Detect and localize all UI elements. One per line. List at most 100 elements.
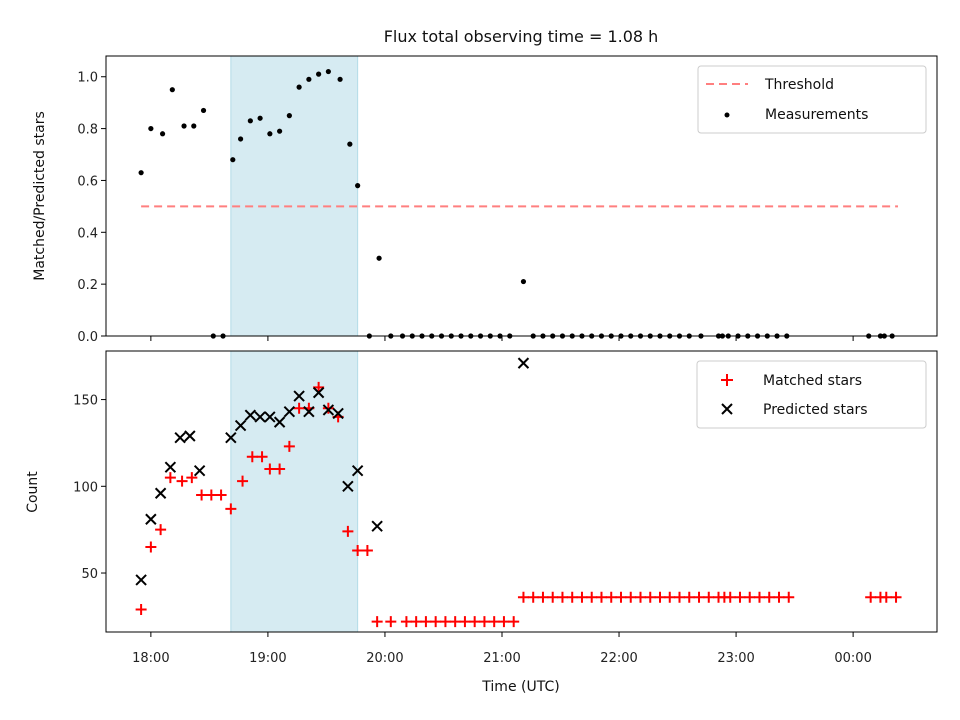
matched-star-point xyxy=(693,591,705,603)
top-legend: Threshold Measurements xyxy=(697,65,927,134)
matched-star-point xyxy=(145,541,157,553)
predicted-star-point xyxy=(234,419,247,432)
top-panel: 0.0 0.2 0.4 0.6 0.8 1.0 Matched/Predicted sta… xyxy=(32,55,938,345)
matched-star-point xyxy=(547,591,559,603)
top-y-tick-label: 0.0 xyxy=(77,330,98,345)
bottom-panel: 50 100 150 18:00 19:00 20:00 21:00 22:00 23:00 0… xyxy=(25,350,938,695)
matched-star-point xyxy=(674,591,686,603)
predicted-star-point xyxy=(273,416,286,428)
matched-star-point xyxy=(527,591,539,603)
matched-star-point xyxy=(654,591,666,603)
legend-measurements-label: Measurements xyxy=(765,107,868,123)
measurement-point xyxy=(296,84,302,90)
predicted-star-point xyxy=(154,487,167,499)
measurement-point xyxy=(181,123,187,129)
matched-star-point xyxy=(430,616,442,628)
matched-star-point xyxy=(361,544,373,556)
matched-star-point xyxy=(605,591,617,603)
predicted-star-point xyxy=(184,430,196,442)
measurement-point xyxy=(169,87,175,93)
legend-threshold-label: Threshold xyxy=(764,77,834,93)
measurement-point xyxy=(325,68,331,75)
predicted-star-point xyxy=(322,404,335,416)
x-tick-label: 00:00 xyxy=(834,651,871,666)
predicted-star-point xyxy=(254,411,266,423)
matched-star-point xyxy=(449,616,461,628)
x-tick-label: 21:00 xyxy=(483,651,520,666)
matched-star-point xyxy=(586,591,598,603)
matched-star-point xyxy=(537,591,549,603)
predicted-star-point xyxy=(293,390,305,402)
matched-star-point xyxy=(225,503,237,515)
legend-matched-swatch xyxy=(721,374,733,386)
legend-predicted-label: Predicted stars xyxy=(763,402,868,418)
matched-star-point xyxy=(186,472,198,484)
matched-star-point xyxy=(439,616,451,628)
measurements-series xyxy=(138,68,895,339)
matched-star-point xyxy=(256,451,268,463)
measurement-point xyxy=(347,141,353,147)
predicted-star-point xyxy=(264,411,276,423)
measurement-point xyxy=(138,170,144,176)
measurement-point xyxy=(355,183,361,189)
predicted-star-point xyxy=(164,461,177,473)
top-y-ticks: 0.0 0.2 0.4 0.6 0.8 1.0 xyxy=(77,71,106,345)
bottom-y-tick-label: 50 xyxy=(81,567,98,582)
predicted-star-point xyxy=(342,480,354,493)
matched-star-point xyxy=(724,591,736,603)
matched-star-point xyxy=(556,591,568,603)
predicted-star-point xyxy=(283,406,296,418)
bottom-y-tick-label: 150 xyxy=(73,394,98,409)
matched-star-point xyxy=(644,591,656,603)
bottom-legend: Matched stars Predicted stars xyxy=(696,360,927,429)
matched-star-point xyxy=(155,524,167,536)
measurement-point xyxy=(200,107,207,114)
matched-star-point xyxy=(865,591,877,603)
predicted-star-point xyxy=(145,513,157,525)
bottom-y-ticks: 50 100 150 xyxy=(73,394,106,582)
top-y-tick-label: 0.8 xyxy=(77,123,98,138)
x-tick-label: 19:00 xyxy=(249,651,286,666)
matched-star-point xyxy=(890,591,902,603)
measurement-point xyxy=(257,115,263,121)
top-highlight-span xyxy=(230,55,359,337)
measurement-point xyxy=(286,113,292,119)
matched-star-point xyxy=(420,616,432,628)
matched-star-point xyxy=(773,591,785,603)
measurement-point xyxy=(337,76,343,82)
matched-star-point xyxy=(385,616,397,628)
matched-star-point xyxy=(763,591,775,603)
x-tick-label: 18:00 xyxy=(132,651,169,666)
matched-star-point xyxy=(246,451,258,463)
matched-star-point xyxy=(264,463,276,475)
measurement-point xyxy=(159,131,166,137)
matched-star-point xyxy=(744,591,756,603)
matched-star-point xyxy=(342,525,354,537)
legend-predicted-swatch xyxy=(721,403,733,415)
bottom-highlight-span xyxy=(230,350,359,633)
predicted-star-point xyxy=(312,386,325,399)
predicted-star-point xyxy=(303,406,315,418)
matched-star-point xyxy=(517,591,529,603)
matched-star-point xyxy=(615,591,627,603)
predicted-star-point xyxy=(225,432,237,444)
top-y-tick-label: 0.6 xyxy=(77,174,98,189)
predicted-star-point xyxy=(135,574,147,586)
legend-matched-label: Matched stars xyxy=(763,373,862,389)
matched-star-point xyxy=(293,402,305,414)
matched-star-point xyxy=(469,616,481,628)
top-y-tick-label: 0.2 xyxy=(77,278,98,293)
measurement-point xyxy=(237,136,244,142)
matched-star-point xyxy=(488,616,500,628)
x-tick-label: 23:00 xyxy=(717,651,754,666)
matched-star-point xyxy=(576,591,588,603)
matched-star-point xyxy=(352,544,364,556)
x-tick-label: 20:00 xyxy=(366,651,403,666)
top-y-tick-label: 1.0 xyxy=(77,71,98,86)
matched-star-point xyxy=(753,591,765,603)
matched-stars-series xyxy=(135,381,902,628)
predicted-star-point xyxy=(193,464,206,477)
bottom-legend-box xyxy=(696,360,927,429)
predicted-stars-series xyxy=(135,357,530,586)
